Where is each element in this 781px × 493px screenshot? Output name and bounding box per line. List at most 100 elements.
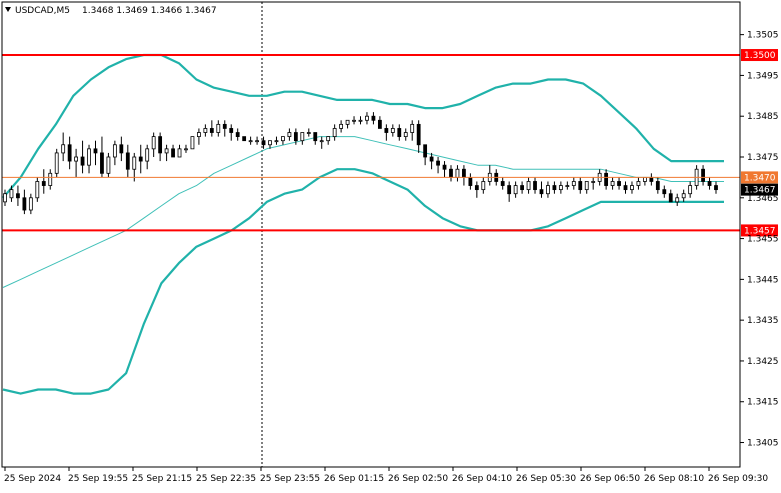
candle[interactable]: [707, 177, 712, 190]
candle[interactable]: [630, 181, 634, 194]
candle[interactable]: [688, 181, 693, 198]
candle[interactable]: [203, 124, 208, 137]
candle[interactable]: [151, 132, 156, 157]
candle[interactable]: [681, 189, 686, 202]
candle[interactable]: [35, 177, 40, 202]
candle[interactable]: [552, 181, 557, 194]
candle[interactable]: [281, 136, 285, 145]
candle[interactable]: [268, 140, 272, 149]
candle[interactable]: [578, 177, 583, 194]
candle[interactable]: [293, 128, 298, 145]
candle[interactable]: [604, 169, 609, 190]
candle[interactable]: [61, 132, 66, 162]
candle[interactable]: [145, 144, 150, 170]
candle[interactable]: [714, 181, 718, 194]
candle[interactable]: [352, 116, 356, 125]
candle[interactable]: [119, 136, 124, 162]
candle[interactable]: [229, 124, 234, 141]
candle[interactable]: [623, 181, 628, 194]
candle[interactable]: [177, 144, 182, 158]
candle[interactable]: [358, 116, 363, 125]
candle[interactable]: [339, 120, 344, 133]
candle[interactable]: [87, 144, 91, 174]
candle[interactable]: [384, 124, 389, 141]
candle[interactable]: [662, 185, 667, 198]
candle[interactable]: [500, 177, 505, 190]
candle[interactable]: [93, 140, 98, 166]
candle[interactable]: [326, 136, 331, 145]
candle[interactable]: [610, 177, 615, 190]
candle[interactable]: [675, 193, 680, 206]
candle[interactable]: [313, 132, 318, 145]
candle[interactable]: [701, 165, 705, 186]
candle[interactable]: [474, 181, 479, 198]
candle[interactable]: [520, 181, 524, 194]
candle[interactable]: [106, 152, 111, 178]
candle[interactable]: [248, 136, 253, 145]
candle[interactable]: [416, 120, 421, 153]
candle[interactable]: [132, 152, 137, 182]
candle[interactable]: [112, 140, 117, 166]
candle[interactable]: [636, 177, 641, 190]
candle[interactable]: [209, 120, 214, 137]
candle[interactable]: [3, 189, 7, 206]
candle[interactable]: [164, 144, 169, 162]
candle[interactable]: [9, 185, 14, 202]
candle[interactable]: [197, 128, 201, 145]
candle[interactable]: [533, 177, 537, 194]
candle[interactable]: [80, 140, 85, 174]
candle[interactable]: [235, 128, 240, 141]
candle[interactable]: [274, 136, 279, 145]
candle[interactable]: [41, 169, 46, 194]
candle[interactable]: [74, 148, 78, 178]
candle[interactable]: [539, 181, 544, 198]
candle[interactable]: [507, 181, 512, 202]
candle[interactable]: [158, 132, 163, 162]
candle[interactable]: [54, 148, 59, 178]
triangle-down-icon[interactable]: [5, 7, 11, 12]
candle[interactable]: [125, 144, 130, 178]
candle[interactable]: [138, 144, 143, 174]
candle[interactable]: [345, 119, 350, 129]
candle[interactable]: [22, 189, 27, 215]
candle[interactable]: [190, 136, 195, 150]
candle[interactable]: [591, 177, 596, 190]
candle[interactable]: [423, 144, 428, 166]
candle[interactable]: [261, 136, 266, 149]
candle[interactable]: [442, 161, 447, 178]
candle[interactable]: [332, 124, 337, 141]
candle[interactable]: [655, 177, 660, 194]
candle[interactable]: [410, 120, 415, 141]
candle[interactable]: [558, 181, 563, 194]
candle[interactable]: [255, 136, 259, 145]
candle[interactable]: [300, 132, 305, 145]
candle[interactable]: [287, 128, 292, 141]
candle[interactable]: [67, 136, 72, 170]
candle[interactable]: [403, 128, 408, 141]
candle[interactable]: [16, 185, 20, 206]
candle[interactable]: [100, 136, 104, 178]
candle[interactable]: [306, 128, 311, 137]
candle[interactable]: [319, 136, 324, 149]
candle[interactable]: [242, 136, 247, 142]
candle[interactable]: [513, 181, 518, 198]
candle[interactable]: [481, 177, 486, 194]
candle[interactable]: [397, 124, 402, 141]
candle[interactable]: [546, 181, 550, 198]
candle[interactable]: [365, 112, 369, 125]
candle[interactable]: [429, 152, 434, 170]
candle[interactable]: [28, 193, 33, 215]
candle[interactable]: [48, 169, 53, 190]
candle[interactable]: [436, 157, 440, 174]
candle[interactable]: [390, 124, 395, 137]
candle[interactable]: [668, 189, 673, 203]
candle[interactable]: [222, 120, 227, 137]
candle[interactable]: [584, 181, 589, 194]
candle[interactable]: [565, 181, 570, 190]
candle[interactable]: [216, 120, 221, 137]
candle[interactable]: [377, 116, 382, 129]
candle[interactable]: [571, 177, 576, 190]
candle[interactable]: [617, 177, 621, 190]
